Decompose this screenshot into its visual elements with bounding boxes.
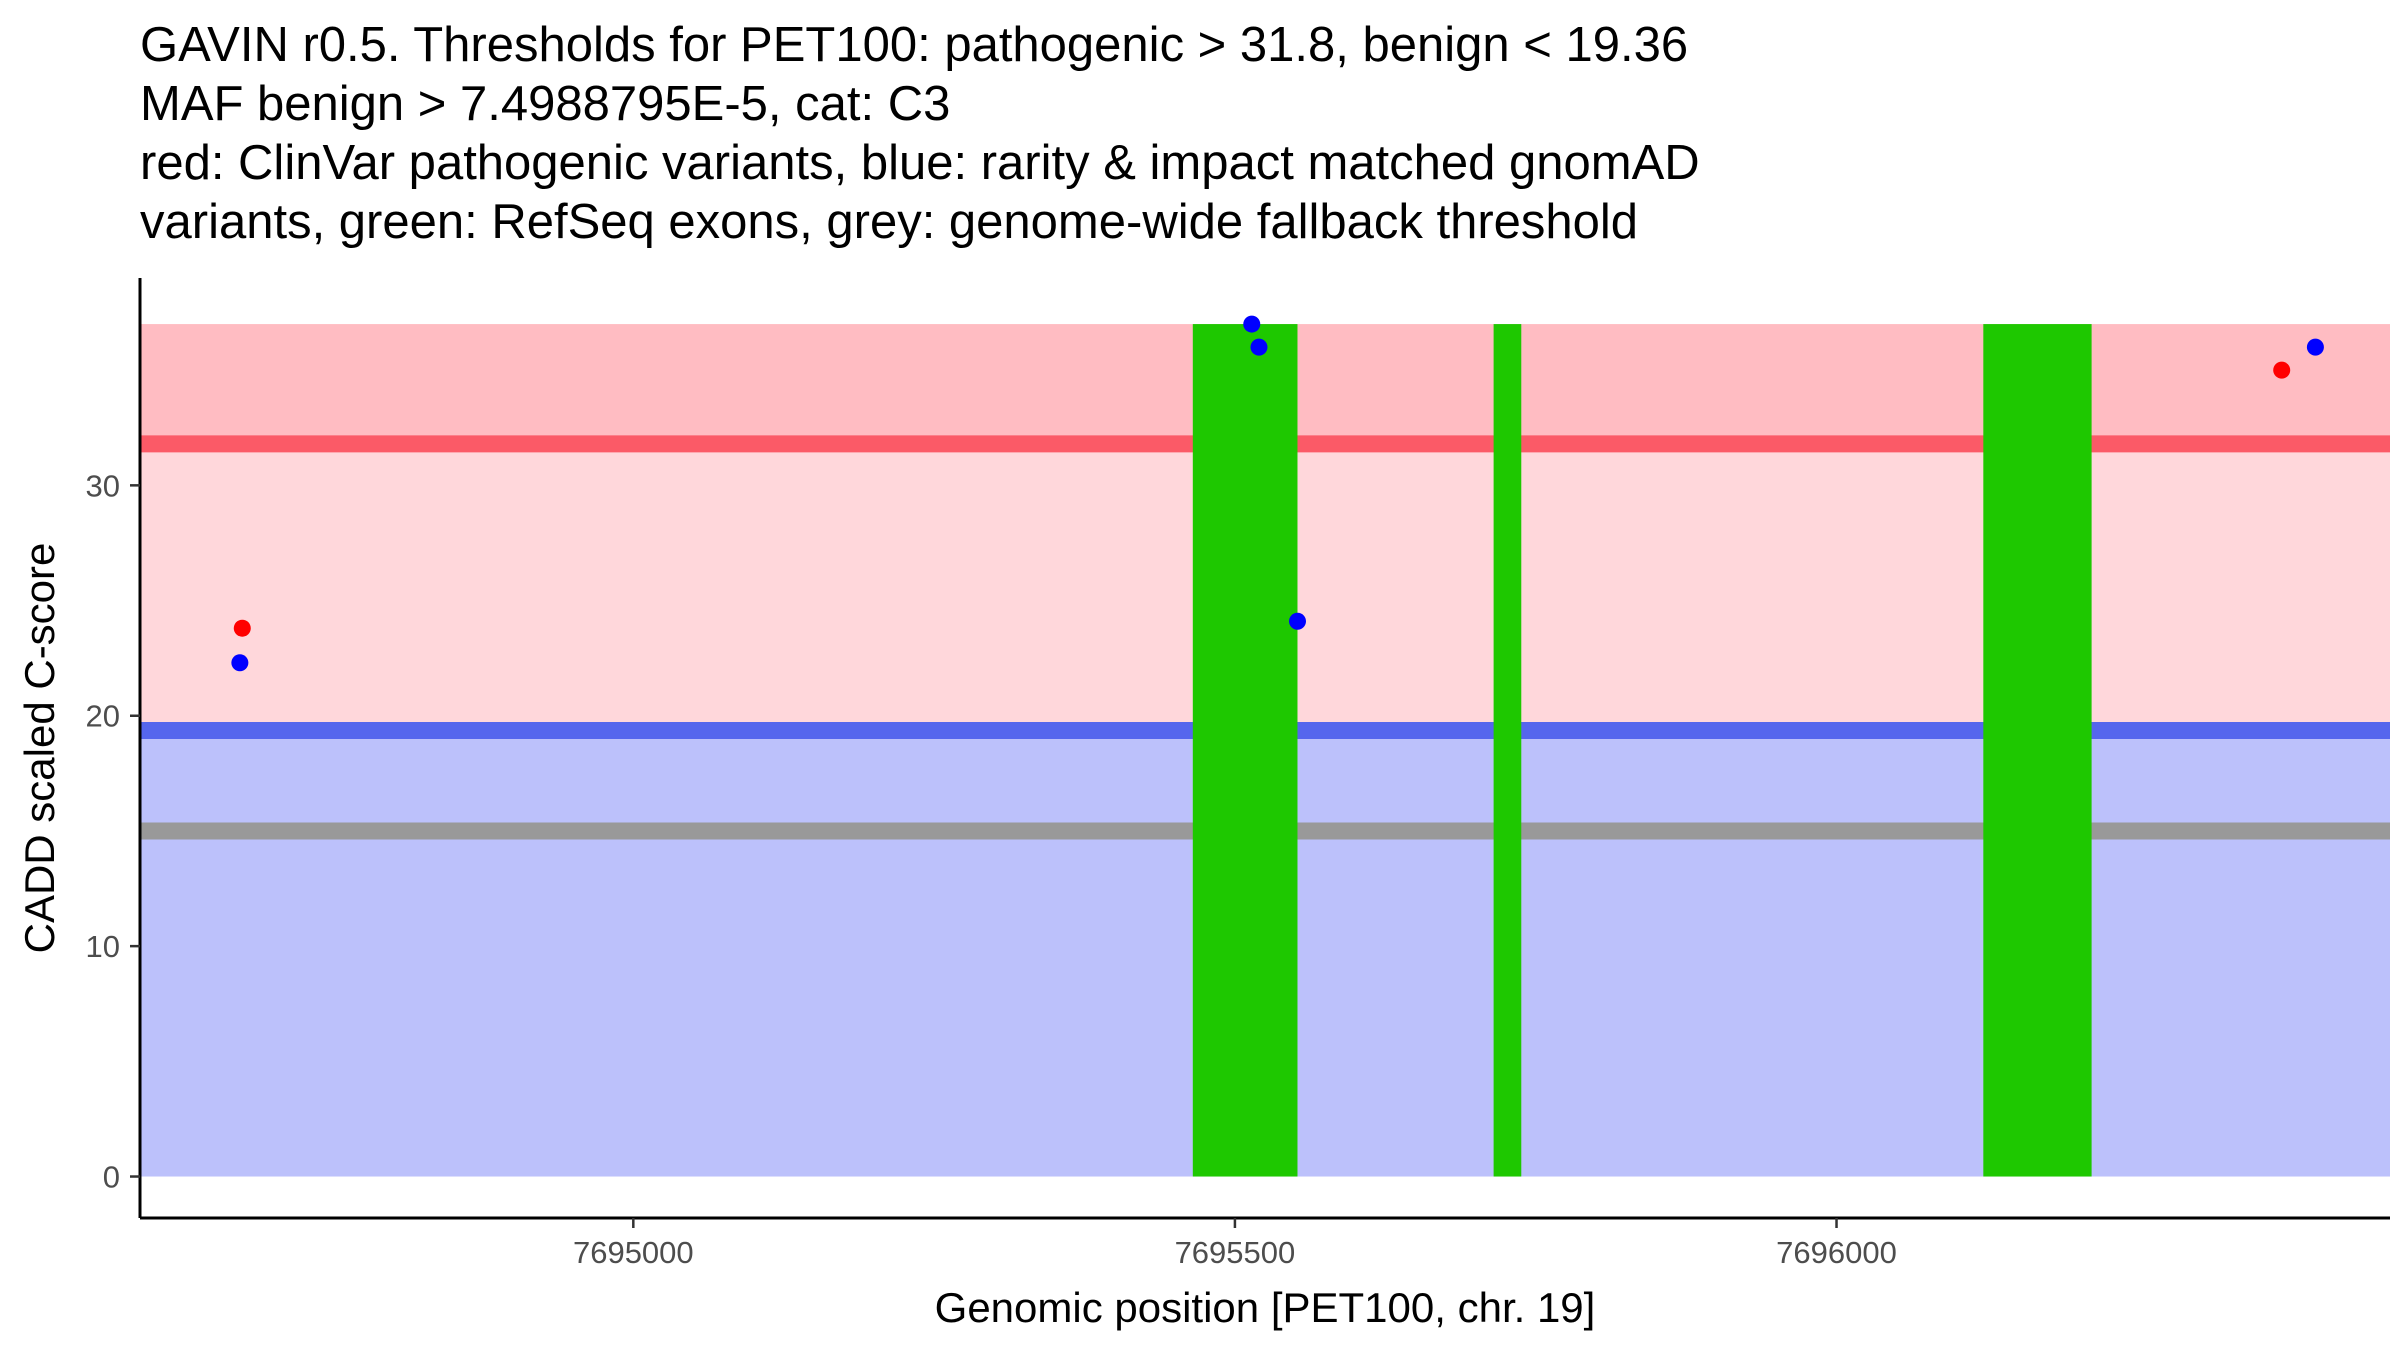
y-axis-title: CADD scaled C-score	[16, 543, 63, 954]
chart-title: GAVIN r0.5. Thresholds for PET100: patho…	[140, 16, 2380, 252]
exon-2	[1493, 324, 1522, 1177]
title-line-3: red: ClinVar pathogenic variants, blue: …	[140, 136, 1700, 190]
exon-1	[1192, 324, 1298, 1177]
x-tick-label: 7695500	[1175, 1235, 1296, 1270]
y-tick-label: 10	[86, 929, 120, 964]
gnomad-point-3	[1250, 338, 1268, 356]
title-line-4: variants, green: RefSeq exons, grey: gen…	[140, 195, 1639, 249]
clinvar-point-2	[2273, 361, 2291, 379]
y-tick-label: 0	[103, 1160, 120, 1195]
gnomad-point-2	[1243, 315, 1261, 333]
gnomad-point-4	[1288, 612, 1306, 630]
x-axis-title: Genomic position [PET100, chr. 19]	[935, 1284, 1596, 1331]
clinvar-point-1	[233, 619, 251, 637]
title-line-2: MAF benign > 7.4988795E-5, cat: C3	[140, 77, 951, 131]
title-line-1: GAVIN r0.5. Thresholds for PET100: patho…	[140, 18, 1689, 72]
exon-3	[1983, 324, 2092, 1177]
y-tick-label: 30	[86, 468, 120, 503]
gnomad-point-1	[231, 654, 249, 672]
gnomad-point-5	[2306, 338, 2324, 356]
y-tick-label: 20	[86, 699, 120, 734]
x-tick-label: 7695000	[573, 1235, 694, 1270]
x-tick-label: 7696000	[1776, 1235, 1897, 1270]
